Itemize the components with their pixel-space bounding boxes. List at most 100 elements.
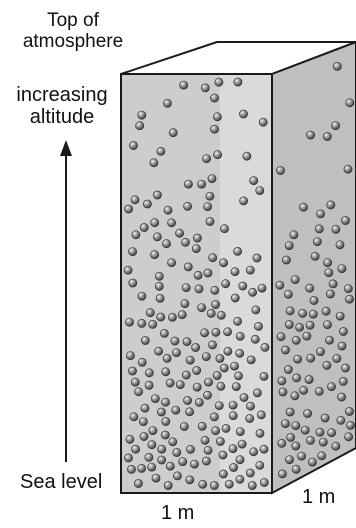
gas-molecule-icon [192,382,202,392]
gas-molecule-icon [129,412,139,422]
gas-molecule-icon [252,388,262,398]
gas-molecule-icon [179,422,189,431]
gas-molecule-icon [235,455,245,465]
gas-molecule-icon [175,380,185,389]
gas-molecule-icon [259,478,269,487]
gas-molecule-icon [312,237,322,246]
gas-molecule-icon [233,246,242,256]
gas-molecule-icon [308,309,318,319]
gas-molecule-icon [293,354,302,364]
gas-molecule-icon [290,391,300,401]
gas-molecule-icon [337,264,347,273]
gas-molecule-icon [160,430,170,440]
gas-molecule-icon [156,312,166,322]
gas-molecule-icon [338,376,348,386]
gas-molecule-icon [239,393,249,402]
gas-molecule-icon [142,199,152,209]
gas-molecule-icon [163,481,173,490]
gas-molecule-icon [144,380,154,390]
gas-molecule-icon [130,377,140,387]
gas-molecule-icon [162,353,172,363]
gas-molecule-icon [285,306,295,316]
gas-molecule-icon [194,397,204,407]
gas-molecule-icon [130,195,140,205]
gas-molecule-icon [128,247,137,256]
gas-molecule-icon [302,331,312,341]
gas-molecule-icon [200,83,210,93]
gas-molecule-icon [251,305,261,315]
gas-molecule-icon [337,392,346,402]
gas-molecule-icon [204,377,213,387]
gas-molecule-icon [295,322,304,332]
gas-molecule-icon [285,407,295,417]
gas-molecule-icon [207,174,217,183]
gas-molecule-icon [331,441,341,451]
gas-molecule-icon [163,98,172,108]
gas-molecule-icon [245,265,255,275]
gas-molecule-icon [149,158,159,168]
gas-molecule-icon [194,284,204,294]
gas-molecule-icon [155,293,165,303]
gas-molecule-icon [154,346,163,356]
gas-molecule-icon [228,411,238,421]
gas-molecule-icon [281,345,290,355]
gas-molecule-icon [260,342,270,352]
gas-molecule-icon [233,77,243,87]
gas-molecule-icon [230,293,240,303]
gas-molecule-icon [205,191,215,201]
gas-molecule-icon [198,479,208,489]
gas-molecule-icon [235,331,245,341]
gas-molecule-icon [346,420,355,430]
gas-molecule-icon [183,179,193,189]
gas-molecule-icon [163,205,173,215]
gas-molecule-icon [278,387,288,397]
gas-molecule-icon [345,98,355,108]
gas-molecule-icon [322,360,332,370]
gas-molecule-icon [239,109,248,119]
gas-molecule-icon [314,224,324,234]
gas-molecule-icon [235,474,245,484]
gas-molecule-icon [177,310,187,320]
gas-molecule-icon [289,230,299,240]
gas-molecule-icon [250,334,260,344]
gas-molecule-icon [148,319,158,329]
gas-molecule-icon [200,328,209,338]
gas-molecule-icon [223,346,233,356]
gas-molecule-icon [277,376,287,386]
gas-molecule-icon [285,455,294,464]
gas-molecule-icon [134,387,143,397]
gas-molecule-icon [156,407,166,417]
gas-molecule-icon [215,437,225,446]
gas-molecule-icon [138,417,148,426]
gas-molecule-icon [283,365,293,374]
gas-molecule-icon [247,481,257,490]
gas-molecule-icon [210,285,220,295]
gas-molecule-icon [125,434,135,444]
gas-molecule-icon [150,250,159,260]
gas-molecule-icon [129,141,138,150]
gas-molecule-icon [255,460,265,470]
gas-molecule-icon [306,353,316,363]
gas-molecule-icon [125,351,135,360]
gas-molecule-icon [230,267,240,277]
gas-molecule-icon [172,348,181,357]
gas-molecule-icon [325,289,335,299]
gas-molecule-icon [133,479,143,488]
gas-molecule-icon [179,80,189,90]
gas-molecule-icon [318,437,328,447]
gas-molecule-icon [139,223,149,232]
gas-molecule-icon [255,428,265,438]
gas-molecule-icon [162,239,171,249]
gas-molecule-icon [171,405,181,415]
gas-molecule-icon [252,253,262,263]
gas-molecule-icon [183,262,193,272]
gas-molecule-icon [246,401,255,411]
gas-molecule-icon [212,112,222,122]
gas-molecule-icon [290,275,300,284]
gas-molecule-icon [170,336,180,346]
gas-molecule-icon [314,386,324,396]
gas-molecule-icon [167,312,177,322]
gas-molecule-icon [161,397,170,407]
gas-molecule-icon [181,283,191,292]
gas-molecule-icon [190,459,199,469]
